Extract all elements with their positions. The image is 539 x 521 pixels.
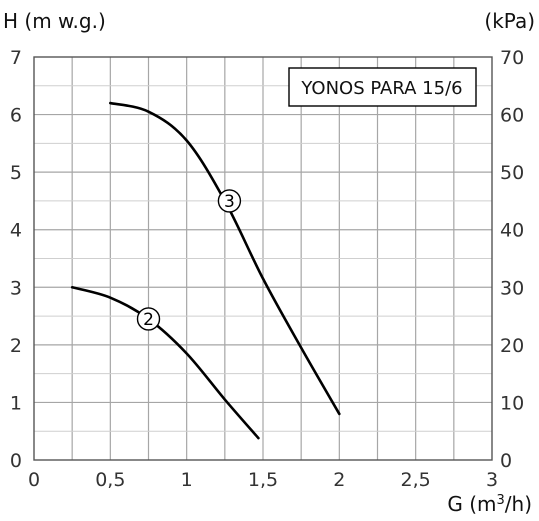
x-tick-label: 0,5 <box>95 469 125 491</box>
chart-title-box: YONOS PARA 15/6 <box>288 67 477 107</box>
title-frame <box>288 67 477 107</box>
grid <box>34 57 492 460</box>
x-tick-label: 3 <box>486 469 498 491</box>
x-tick-label: 1 <box>181 469 193 491</box>
y-tick-label-right: 60 <box>500 105 524 127</box>
y-tick-label-left: 6 <box>10 105 22 127</box>
x-axis-title: G (m3/h) <box>447 492 532 516</box>
curves <box>70 101 341 440</box>
curve-label: 3 <box>224 192 235 212</box>
x-tick-label: 2 <box>333 469 345 491</box>
y-tick-label-right: 40 <box>500 220 524 242</box>
curve-callouts: 23 <box>136 189 242 331</box>
y-tick-label-right: 20 <box>500 335 524 357</box>
y-tick-label-right: 50 <box>500 162 524 184</box>
curve-label-circle <box>217 189 242 213</box>
y-tick-label-left: 0 <box>10 450 22 472</box>
x-tick-label: 0 <box>28 469 40 491</box>
x-tick-label: 1,5 <box>248 469 278 491</box>
x-tick-label: 2,5 <box>401 469 431 491</box>
y-tick-label-left: 2 <box>10 335 22 357</box>
curve-label-circle <box>136 307 161 331</box>
y-tick-label-right: 0 <box>500 450 512 472</box>
y-tick-label-right: 10 <box>500 392 524 414</box>
y-tick-label-right: 70 <box>500 47 524 69</box>
y-axis-right-title: (kPa) <box>484 9 535 33</box>
y-tick-label-left: 1 <box>10 392 22 414</box>
y-tick-label-left: 3 <box>10 277 22 299</box>
y-axis-left-title: H (m w.g.) <box>3 9 106 33</box>
curve-label: 2 <box>143 310 154 330</box>
y-tick-label-left: 4 <box>10 220 22 242</box>
plot-frame <box>33 56 493 461</box>
chart-title: YONOS PARA 15/6 <box>300 78 462 99</box>
y-tick-label-left: 7 <box>10 47 22 69</box>
curve-2 <box>70 285 260 440</box>
y-tick-label-left: 5 <box>10 162 22 184</box>
y-tick-label-right: 30 <box>500 277 524 299</box>
